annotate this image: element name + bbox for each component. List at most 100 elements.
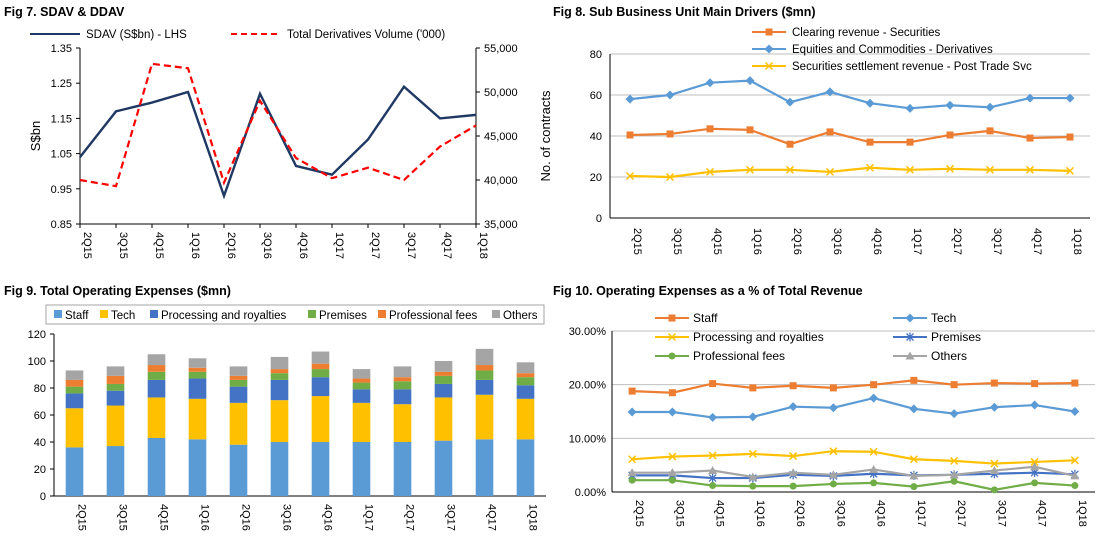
fig10-series-5-line	[632, 465, 1076, 479]
fig9-bar-1-5	[270, 400, 289, 442]
fig7-x-tick-2: 4Q15	[153, 232, 165, 259]
fig9-bar-2-8	[393, 389, 412, 405]
fig9-x-tick-2: 4Q15	[158, 504, 170, 531]
fig10-point-4-5	[829, 480, 837, 488]
fig9-bar-4-0	[65, 379, 84, 387]
fig7-left-tick-5: 1.35	[51, 43, 72, 55]
fig8-series-0-line	[629, 127, 1071, 146]
fig10-point-2-1	[668, 452, 677, 461]
fig8-point-2-6	[865, 163, 875, 172]
fig7-left-tick-4: 1.25	[51, 78, 72, 90]
fig10-point-0-10	[1031, 380, 1039, 388]
fig10-point-4-6	[870, 479, 878, 487]
fig7-right-tick-1: 40,000	[484, 175, 518, 187]
fig9-bar-0-6	[311, 442, 330, 496]
fig7-x-tick-11: 1Q18	[477, 232, 489, 259]
fig9-legend-box	[45, 304, 545, 325]
fig9-bar-0-7	[352, 442, 371, 496]
fig7-left-tick-1: 0.95	[51, 184, 72, 196]
fig10-point-1-11	[1070, 407, 1080, 416]
fig9-bar-3-2	[147, 371, 166, 380]
fig8-x-tick-9: 3Q17	[991, 228, 1003, 255]
fig8-point-2-2	[705, 167, 715, 176]
fig10-x-tick-5: 3Q16	[834, 500, 846, 527]
fig9-legend-swatch-0	[54, 310, 62, 318]
fig10-point-1-5	[828, 403, 838, 413]
fig9-bar-3-1	[106, 383, 125, 391]
fig9-bar-4-2	[147, 365, 166, 372]
fig9-bar-1-7	[352, 402, 371, 442]
fig10-point-4-7	[910, 483, 918, 491]
fig9-bar-2-11	[516, 385, 535, 399]
fig9-bar-3-3	[188, 371, 207, 379]
fig9-bar-2-0	[65, 393, 84, 409]
fig7-x-tick-1: 3Q15	[117, 232, 129, 259]
fig9-legend-label-1: Tech	[111, 310, 135, 322]
fig10-point-2-5	[829, 447, 838, 456]
fig10-point-0-6	[870, 381, 878, 389]
fig10-point-0-1	[668, 389, 676, 397]
fig8-point-2-8	[945, 164, 955, 173]
fig9-legend-label-0: Staff	[65, 310, 89, 322]
fig10-legend-label-3: Premises	[931, 330, 981, 344]
fig8-y-tick-2: 40	[590, 131, 602, 143]
fig9-bar-2-3	[188, 378, 207, 399]
fig9-bar-2-4	[229, 386, 248, 403]
fig10-y-tick-0: 0.00%	[575, 487, 606, 499]
fig9-x-tick-0: 2Q15	[76, 504, 88, 531]
fig8-legend-marker-1	[764, 44, 774, 54]
fig9-bar-2-1	[106, 390, 125, 406]
fig9-bar-1-6	[311, 396, 330, 442]
fig9-bar-3-5	[270, 373, 289, 380]
fig10-point-5-7	[909, 471, 919, 480]
fig9-x-tick-8: 2Q17	[404, 504, 416, 531]
fig10-point-2-11	[1070, 456, 1079, 465]
fig9-bar-4-7	[352, 378, 371, 383]
fig9-bar-5-11	[516, 362, 535, 374]
fig10-point-4-1	[668, 476, 676, 484]
fig8-point-2-0	[625, 171, 635, 181]
fig9-bar-4-1	[106, 375, 125, 384]
fig7-left-tick-0: 0.85	[51, 219, 72, 231]
fig8-y-tick-0: 0	[596, 213, 602, 225]
fig10-point-4-0	[628, 476, 636, 484]
fig9-y-tick-3: 60	[34, 410, 46, 422]
fig10-point-0-5	[829, 384, 837, 392]
fig10-point-5-0	[627, 468, 637, 477]
fig8-legend-marker-0	[765, 28, 773, 36]
fig10-point-0-0	[628, 387, 636, 395]
fig9-bar-1-2	[147, 397, 166, 438]
fig9-bar-1-4	[229, 402, 248, 445]
fig8-point-1-10	[1025, 93, 1035, 103]
fig10-point-5-5	[828, 470, 838, 479]
fig9-x-tick-6: 4Q16	[322, 504, 334, 531]
fig8-x-tick-11: 1Q18	[1071, 228, 1083, 255]
fig9-bar-4-4	[229, 375, 248, 380]
fig8-x-tick-0: 2Q15	[631, 228, 643, 255]
fig8-x-tick-3: 1Q16	[751, 228, 763, 255]
fig9-legend-label-5: Others	[503, 310, 538, 322]
fig10-point-4-9	[990, 486, 998, 494]
fig9-bar-3-8	[393, 381, 412, 390]
fig10-x-tick-11: 1Q18	[1076, 500, 1088, 527]
fig8-point-1-11	[1065, 93, 1075, 103]
fig10-x-tick-7: 1Q17	[915, 500, 927, 527]
fig9-x-tick-4: 2Q16	[240, 504, 252, 531]
fig9-bar-3-0	[65, 386, 84, 394]
fig10-x-tick-3: 1Q16	[754, 500, 766, 527]
fig10-point-5-11	[1070, 471, 1080, 480]
fig9-bar-0-5	[270, 442, 289, 496]
fig9-bar-3-6	[311, 369, 330, 378]
fig9-legend-label-3: Premises	[319, 310, 367, 322]
fig10-point-0-11	[1071, 379, 1079, 387]
fig8-legend-label-1: Equities and Commodities - Derivatives	[792, 44, 993, 56]
fig10-point-2-4	[789, 452, 798, 461]
fig8-x-tick-6: 4Q16	[871, 228, 883, 255]
fig9-bar-3-11	[516, 377, 535, 386]
fig9-bar-4-3	[188, 367, 207, 372]
fig10-point-5-3	[748, 472, 758, 481]
fig7-left-tick-3: 1.15	[51, 113, 72, 125]
fig8-legend-marker-2	[764, 61, 774, 71]
fig9-y-tick-1: 20	[34, 464, 46, 476]
